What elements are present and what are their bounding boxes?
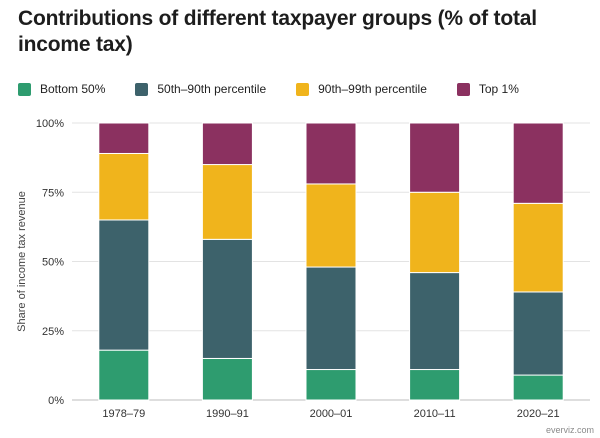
bar-segment-1-1[interactable] (201, 238, 253, 359)
bar-segment-2-0[interactable] (305, 369, 357, 401)
legend-swatch-50th-90th (135, 82, 149, 96)
bar-segment-3-1[interactable] (409, 272, 461, 371)
chart-legend: Bottom 50% 50th–90th percentile 90th–99t… (18, 80, 519, 98)
legend-item-bottom-50[interactable]: Bottom 50% (18, 82, 105, 96)
bar-segment-4-2[interactable] (512, 202, 564, 293)
x-tick-label-2: 2000–01 (310, 408, 353, 420)
chart-title: Contributions of different taxpayer grou… (18, 7, 537, 56)
y-tick-label-0: 0% (48, 395, 64, 407)
bar-segment-3-3[interactable] (409, 122, 461, 193)
bar-segment-0-2[interactable] (98, 152, 150, 221)
legend-swatch-90th-99th (296, 82, 310, 96)
legend-label-top-1: Top 1% (478, 82, 519, 96)
x-tick-label-1: 1990–91 (206, 408, 249, 420)
y-tick-label-100: 100% (36, 118, 64, 130)
bar-segment-2-3[interactable] (305, 122, 357, 185)
legend-swatch-top-1 (456, 82, 470, 96)
bar-segment-4-0[interactable] (512, 374, 564, 401)
legend-item-50th-90th[interactable]: 50th–90th percentile (135, 82, 266, 96)
y-tick-label-25: 25% (42, 326, 64, 338)
bar-segment-0-1[interactable] (98, 219, 150, 351)
bar-segment-4-1[interactable] (512, 291, 564, 376)
legend-label-bottom-50: Bottom 50% (40, 82, 106, 96)
y-axis-title: Share of income tax revenue (16, 191, 28, 332)
legend-swatch-bottom-50 (18, 82, 31, 96)
legend-item-90th-99th[interactable]: 90th–99th percentile (296, 82, 427, 96)
y-tick-label-50: 50% (42, 257, 64, 269)
bar-segment-3-0[interactable] (409, 369, 461, 401)
legend-label-90th-99th: 90th–99th percentile (318, 82, 427, 96)
bar-segment-0-0[interactable] (98, 349, 150, 401)
bar-segment-3-2[interactable] (409, 191, 461, 274)
legend-label-50th-90th: 50th–90th percentile (157, 82, 267, 96)
bar-segment-0-3[interactable] (98, 122, 150, 154)
x-tick-label-0: 1978–79 (102, 408, 145, 420)
bar-segment-1-2[interactable] (201, 164, 253, 240)
y-tick-label-75: 75% (42, 187, 64, 199)
bar-segment-4-3[interactable] (512, 122, 564, 204)
legend-item-top-1[interactable]: Top 1% (456, 82, 519, 96)
x-tick-label-3: 2010–11 (414, 408, 456, 420)
bar-segment-2-2[interactable] (305, 183, 357, 268)
bar-segment-1-0[interactable] (201, 357, 253, 401)
bar-segment-2-1[interactable] (305, 266, 357, 371)
bar-segment-1-3[interactable] (201, 122, 253, 166)
x-tick-label-4: 2020–21 (517, 408, 560, 420)
credit-text: everviz.com (545, 425, 594, 435)
